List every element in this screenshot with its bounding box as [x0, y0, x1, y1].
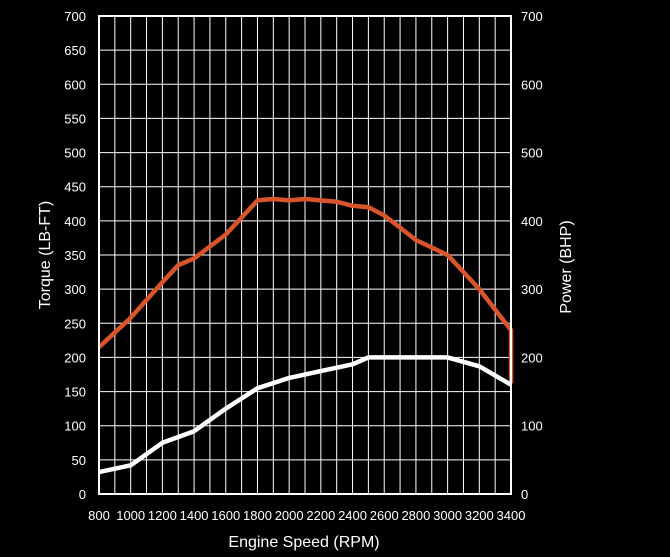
x-tick-label: 3400 — [497, 508, 526, 523]
y-right-tick-label: 500 — [521, 146, 543, 161]
y-left-tick-label: 450 — [64, 180, 86, 195]
y-axis-left-title: Torque (LB-FT) — [37, 201, 54, 309]
y-right-tick-label: 200 — [521, 350, 543, 365]
tick-labels: 800 1000 1200 1400 1600 1800 2000 2200 2400 2600 2… — [64, 9, 542, 523]
y-right-tick-label: 600 — [521, 77, 543, 92]
y-left-tick-label: 600 — [64, 77, 86, 92]
y-left-tick-label: 500 — [64, 146, 86, 161]
y-right-tick-label: 300 — [521, 282, 543, 297]
x-tick-label: 2000 — [275, 508, 304, 523]
y-left-tick-label: 700 — [64, 9, 86, 24]
x-tick-label: 2200 — [306, 508, 335, 523]
y-left-tick-label: 0 — [79, 487, 86, 502]
x-tick-label: 800 — [88, 508, 110, 523]
x-tick-label: 1400 — [180, 508, 209, 523]
y-left-tick-label: 250 — [64, 316, 86, 331]
y-right-tick-label: 0 — [521, 487, 528, 502]
x-tick-label: 1000 — [116, 508, 145, 523]
plot-frame — [98, 15, 512, 495]
x-tick-label: 2400 — [338, 508, 367, 523]
y-right-tick-label: 100 — [521, 419, 543, 434]
y-left-tick-label: 300 — [64, 282, 86, 297]
y-left-tick-label: 50 — [72, 453, 86, 468]
y-left-tick-label: 350 — [64, 248, 86, 263]
x-tick-label: 1800 — [243, 508, 272, 523]
x-tick-label: 3200 — [465, 508, 494, 523]
x-tick-label: 2800 — [401, 508, 430, 523]
torque-series-line — [97, 196, 514, 384]
y-left-tick-label: 150 — [64, 385, 86, 400]
series-group — [97, 196, 514, 475]
y-left-tick-label: 100 — [64, 419, 86, 434]
grid-lines — [98, 15, 512, 495]
y-left-tick-label: 550 — [64, 111, 86, 126]
y-left-tick-label: 400 — [64, 214, 86, 229]
x-tick-label: 2600 — [370, 508, 399, 523]
x-tick-label: 3000 — [433, 508, 462, 523]
x-tick-label: 1200 — [148, 508, 177, 523]
y-axis-right-title: Power (BHP) — [558, 220, 575, 313]
y-right-tick-label: 700 — [521, 9, 543, 24]
y-left-tick-label: 650 — [64, 43, 86, 58]
y-left-tick-label: 200 — [64, 350, 86, 365]
x-tick-label: 1600 — [211, 508, 240, 523]
x-axis-title: Engine Speed (RPM) — [228, 534, 379, 551]
power-series-line — [98, 355, 513, 475]
y-right-tick-label: 400 — [521, 214, 543, 229]
